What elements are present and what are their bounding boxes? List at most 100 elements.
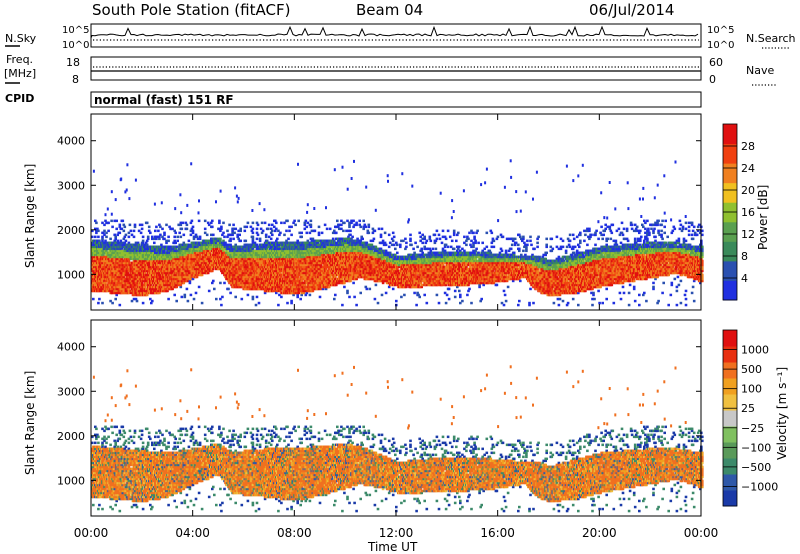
- date-label: 06/Jul/2014: [589, 1, 674, 19]
- echo-cell: [252, 232, 255, 235]
- echo-cell: [228, 224, 231, 227]
- echo-cell: [173, 294, 176, 297]
- echo-cell: [215, 298, 218, 301]
- echo-cell: [232, 238, 235, 241]
- echo-cell: [105, 236, 108, 239]
- echo-cell: [141, 228, 144, 231]
- echo-cell: [167, 298, 170, 301]
- beam-label: Beam 04: [356, 1, 423, 19]
- echo-cell: [268, 224, 271, 227]
- echo-cell: [92, 298, 95, 301]
- echo-cell: [161, 228, 164, 231]
- echo-cell: [234, 228, 237, 231]
- echo-cell: [176, 240, 179, 243]
- echo-cell: [244, 230, 247, 233]
- echo-cell: [187, 300, 190, 303]
- echo-cell: [148, 226, 151, 229]
- echo-cell: [241, 298, 244, 301]
- echo-cell: [130, 230, 133, 233]
- nsky-trace: [91, 27, 698, 38]
- echo-cell: [239, 240, 242, 243]
- echo-cell: [212, 280, 215, 283]
- echo-cell: [229, 238, 232, 241]
- echo-cell: [211, 226, 214, 229]
- echo-cell: [258, 302, 261, 305]
- echo-cell: [267, 228, 270, 231]
- echo-cell: [208, 290, 211, 293]
- echo-cell: [107, 222, 110, 225]
- nsky-tick-top: 10^5: [62, 25, 89, 36]
- echo-cell: [277, 304, 280, 307]
- echo-cell: [220, 304, 223, 307]
- echo-cell: [167, 236, 170, 239]
- echo-cell: [218, 220, 221, 223]
- radar-figure: South Pole Station (fitACF) Beam 04 06/J…: [0, 0, 800, 554]
- echo-cell: [133, 236, 136, 239]
- echo-cell: [142, 240, 145, 243]
- echo-cell: [245, 240, 248, 243]
- echo-cell: [239, 228, 242, 231]
- echo-cell: [107, 230, 110, 233]
- freq-panel: Freq. [MHz] 18 8 60 0 Nave: [4, 53, 776, 86]
- echo-cell: [219, 282, 222, 285]
- nsky-tick-bottom: 10^0: [62, 40, 89, 51]
- echo-cell: [256, 228, 259, 231]
- echo-cell: [129, 224, 132, 227]
- freq-tick-top: 18: [66, 56, 80, 69]
- echo-cell: [181, 296, 184, 299]
- echo-cell: [94, 236, 97, 239]
- echo-cell: [163, 232, 166, 235]
- echo-cell: [174, 232, 177, 235]
- echo-cell: [190, 294, 193, 297]
- echo-cell: [201, 302, 204, 305]
- nsky-panel: N.Sky 10^5 10^0 10^5 10^0 N.Search: [5, 24, 796, 51]
- echo-cell: [125, 240, 128, 243]
- echo-cell: [101, 302, 104, 305]
- echo-cell: [233, 232, 236, 235]
- echo-cell: [195, 292, 198, 295]
- echo-cell: [165, 224, 168, 227]
- echo-cell: [276, 238, 279, 241]
- echo-cell: [186, 224, 189, 227]
- echo-cell: [123, 230, 126, 233]
- echo-cell: [176, 236, 179, 239]
- echo-cell: [98, 298, 101, 301]
- echo-cell: [262, 230, 265, 233]
- echo-cell: [259, 238, 262, 241]
- echo-cell: [204, 220, 207, 223]
- echo-cell: [229, 292, 232, 295]
- echo-cell: [256, 296, 259, 299]
- echo-cell: [198, 286, 201, 289]
- echo-cell: [183, 234, 186, 237]
- echo-cell: [246, 226, 249, 229]
- radar-plot-page: { "header": { "station": "South Pole Sta…: [0, 0, 800, 554]
- echo-cell: [192, 226, 195, 229]
- echo-cell: [223, 282, 226, 285]
- echo-cell: [181, 228, 184, 231]
- echo-cell: [178, 232, 181, 235]
- echo-cell: [119, 232, 122, 235]
- echo-cell: [122, 220, 125, 223]
- nave-label: Nave: [746, 64, 774, 77]
- echo-cell: [155, 226, 158, 229]
- echo-cell: [188, 240, 191, 243]
- echo-cell: [238, 234, 241, 237]
- echo-cell: [97, 236, 100, 239]
- echo-cell: [186, 288, 189, 291]
- echo-cell: [252, 222, 255, 225]
- echo-cell: [186, 228, 189, 231]
- echo-cell: [199, 236, 202, 239]
- nave-tick-bottom: 0: [709, 73, 716, 86]
- echo-cell: [283, 234, 286, 237]
- echo-cell: [279, 232, 282, 235]
- echo-cell: [247, 294, 250, 297]
- echo-cell: [257, 234, 260, 237]
- echo-cell: [175, 300, 178, 303]
- echo-cell: [211, 220, 214, 223]
- cpid-panel: CPID normal (fast) 151 RF: [5, 92, 701, 107]
- echo-cell: [280, 296, 283, 299]
- echo-cell: [111, 302, 114, 305]
- echo-cell: [142, 236, 145, 239]
- echo-cell: [265, 234, 268, 237]
- cpid-label: CPID: [5, 92, 34, 105]
